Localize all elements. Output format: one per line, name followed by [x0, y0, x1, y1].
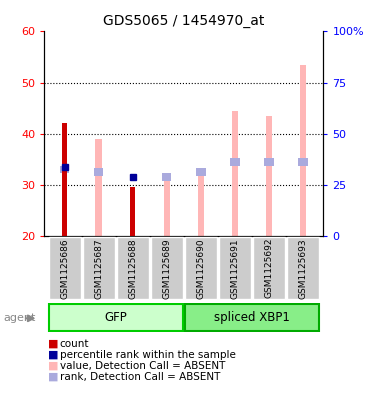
Text: spliced XBP1: spliced XBP1: [214, 311, 290, 324]
Text: GSM1125687: GSM1125687: [94, 238, 103, 299]
Bar: [298, 158, 308, 165]
Text: count: count: [60, 339, 89, 349]
Bar: [287, 237, 319, 299]
Bar: [95, 139, 102, 236]
Text: rank, Detection Call = ABSENT: rank, Detection Call = ABSENT: [60, 372, 220, 382]
Text: percentile rank within the sample: percentile rank within the sample: [60, 350, 236, 360]
Text: GSM1125690: GSM1125690: [196, 238, 205, 299]
Bar: [49, 304, 183, 331]
Bar: [151, 237, 183, 299]
Bar: [300, 64, 306, 236]
Bar: [253, 237, 285, 299]
Text: GFP: GFP: [104, 311, 127, 324]
Bar: [130, 187, 136, 236]
Text: GSM1125688: GSM1125688: [128, 238, 137, 299]
Title: GDS5065 / 1454970_at: GDS5065 / 1454970_at: [103, 14, 264, 28]
Text: ■: ■: [48, 372, 59, 382]
Bar: [60, 165, 69, 173]
Text: ■: ■: [48, 339, 59, 349]
Bar: [162, 173, 171, 181]
Text: GSM1125689: GSM1125689: [162, 238, 171, 299]
Bar: [266, 116, 272, 236]
Bar: [94, 168, 104, 176]
Text: value, Detection Call = ABSENT: value, Detection Call = ABSENT: [60, 361, 225, 371]
Bar: [219, 237, 251, 299]
Bar: [230, 158, 239, 165]
Text: GSM1125691: GSM1125691: [230, 238, 239, 299]
Bar: [83, 237, 115, 299]
Bar: [164, 177, 170, 236]
Bar: [62, 123, 67, 236]
Bar: [185, 304, 319, 331]
Bar: [49, 237, 81, 299]
Text: agent: agent: [4, 313, 36, 323]
Bar: [117, 237, 149, 299]
Bar: [198, 172, 204, 236]
Bar: [264, 158, 274, 165]
Text: GSM1125686: GSM1125686: [60, 238, 69, 299]
Text: ■: ■: [48, 361, 59, 371]
Text: GSM1125693: GSM1125693: [298, 238, 308, 299]
Bar: [196, 168, 206, 176]
Text: ■: ■: [48, 350, 59, 360]
Bar: [232, 110, 238, 236]
Text: GSM1125692: GSM1125692: [264, 238, 273, 298]
Bar: [185, 237, 217, 299]
